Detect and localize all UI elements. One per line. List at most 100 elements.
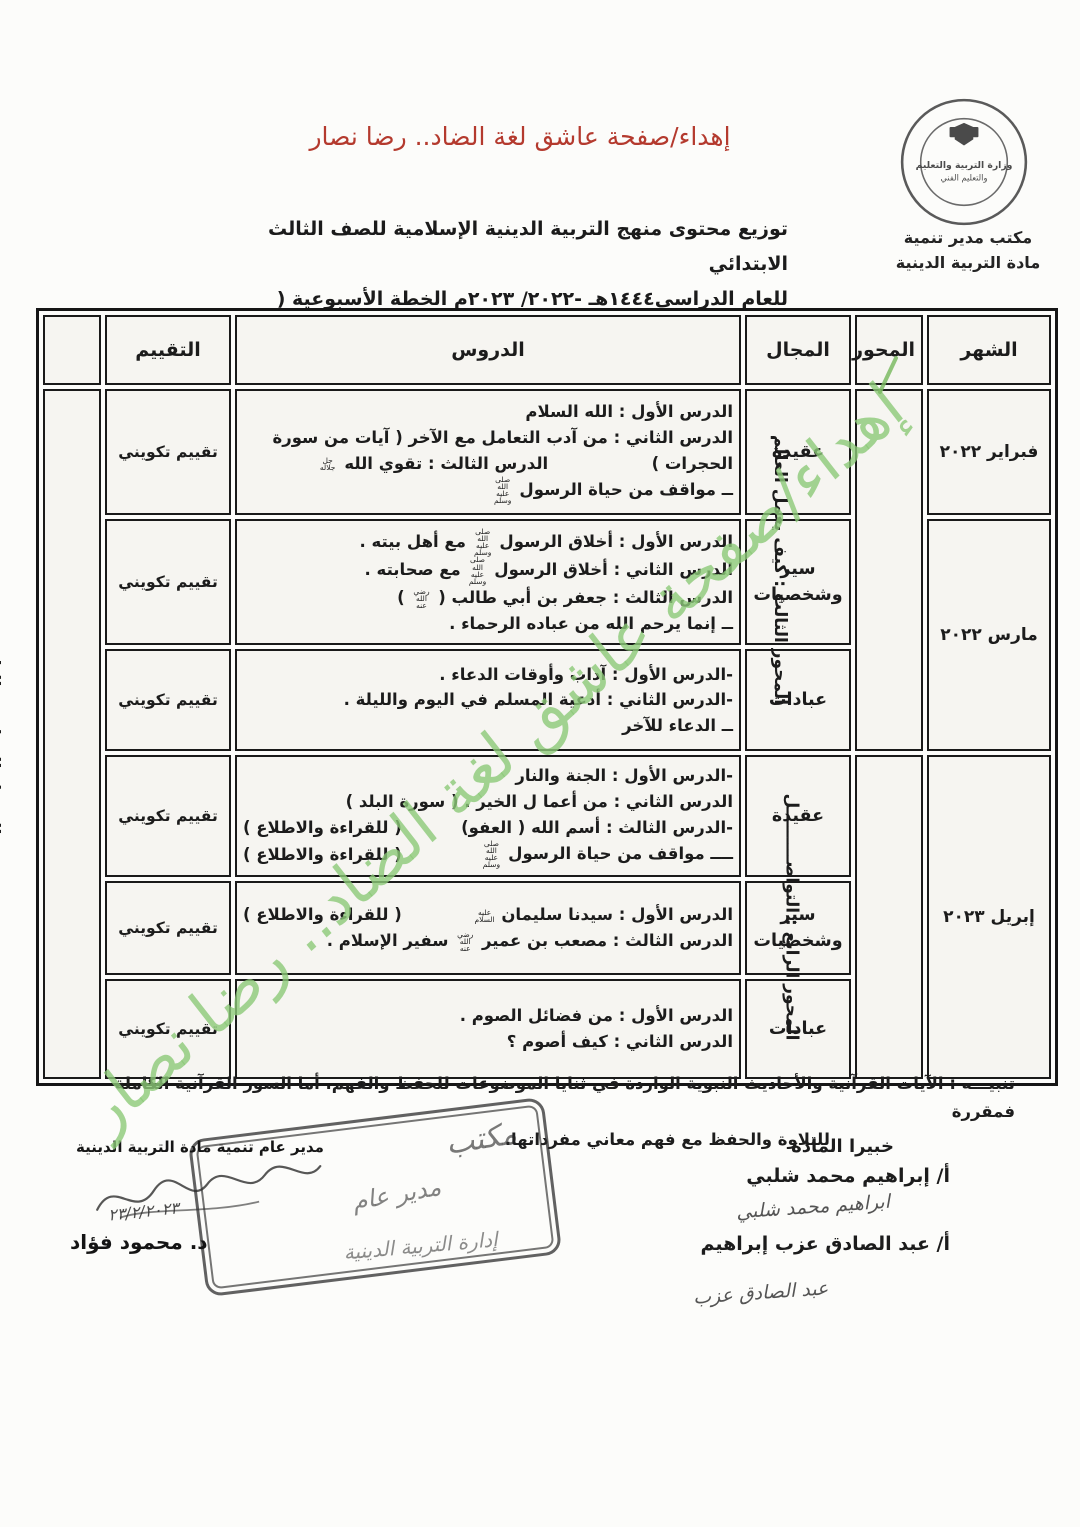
header-domain: المجال [745, 315, 851, 385]
seal-ring-text: MINISTRY OF EDUCATION AND TECHNICAL EDUC… [898, 96, 902, 98]
lesson-side-note: ( للقراءة والاطلاع ) [243, 905, 402, 925]
seal-inner-circle [919, 117, 1009, 207]
lesson-line: الدرس الثاني : أخلاق الرسول صلى الله علي… [243, 556, 733, 585]
domain-cell: سير وشخصيات [745, 881, 851, 975]
lesson-line: -الدرس الثاني : أدعية المسلم في اليوم وا… [243, 687, 733, 713]
axis-cell: المحور الرابع : التواصـــــــــل [782, 755, 923, 1079]
semester-cell: الفصل الدراسي الثاني [0, 389, 101, 1079]
honorific-ra: رضي الله عنه [413, 586, 430, 610]
lessons-cell: -الدرس الأول : آداب وأوقات الدعاء . -الدر… [235, 649, 741, 751]
curriculum-table-wrap: الشهر المحور المجال الدروس التقييم فبراي… [0, 308, 1058, 1086]
experts-block: خبيرا المادة أ/ إبراهيم محمد شلبي أ/ عبد… [700, 1136, 950, 1255]
footnote-block: تنبيـــه : الآيات القرآنية والأحاديث الن… [65, 1070, 1015, 1154]
lessons-cell: -الدرس الأول : الجنة والنار الدرس الثاني … [235, 755, 741, 877]
document-title-line-1: توزيع محتوى منهج التربية الدينية الإسلام… [268, 218, 788, 276]
footnote-line-2: للتلاوة والحفظ مع فهم معاني مفرداتها. [504, 1130, 830, 1150]
lesson-line: الدرس الأول : من فضائل الصوم . [243, 1003, 733, 1029]
header-semester-empty [43, 315, 101, 385]
honorific-jj: جل جلاله [319, 455, 336, 473]
lesson-text: الدرس الأول : سيدنا سليمان عليه السلام [474, 905, 734, 925]
lesson-side-note: ( للقراءة والاطلاع ) [243, 844, 402, 864]
lesson-text: ــ الدعاء للآخر [622, 715, 733, 735]
lesson-line: الحجرات ) الدرس الثالث : تقوي الله جل جل… [243, 451, 733, 477]
document-title-block: توزيع محتوى منهج التربية الدينية الإسلام… [243, 212, 788, 353]
stamp-line-3: إدارة التربية الدينية [342, 1227, 499, 1265]
experts-heading: خبيرا المادة [791, 1136, 894, 1157]
lesson-line: الدرس الثالث : مصعب بن عمير رضي الله عنه… [243, 928, 733, 954]
lesson-text: الدرس الثالث : جعفر بن أبي طالب ( رضي ال… [397, 586, 733, 610]
lesson-line: ــ مواقف من حياة الرسول صلى الله عليه وس… [243, 476, 733, 505]
lesson-text: -الدرس الثالث : أسم الله ( العفو) [461, 817, 733, 837]
honorific-as: عليه السلام [474, 907, 495, 924]
lesson-text: الدرس الثاني : من آدب التعامل مع الآخر (… [272, 427, 733, 447]
green-check-mark [878, 356, 898, 394]
domain-cell: عبادات [745, 979, 851, 1079]
office-line-1: مكتب مدير تنمية [903, 228, 1033, 247]
lessons-cell: الدرس الأول : من فضائل الصوم . الدرس الثا… [235, 979, 741, 1079]
evaluation-cell: تقييم تكويني [105, 649, 231, 751]
lesson-text: الدرس الأول : أخلاق الرسول صلى الله عليه… [359, 526, 733, 558]
ministry-office-block: مكتب مدير تنمية مادة التربية الدينية [868, 226, 1068, 276]
lesson-text: الدرس الثالث : مصعب بن عمير رضي الله عنه… [326, 929, 733, 954]
lessons-cell: الدرس الأول : أخلاق الرسول صلى الله عليه… [235, 519, 741, 645]
lesson-text: الدرس الأول : من فضائل الصوم . [459, 1006, 733, 1026]
month-cell: مارس ٢٠٢٢ [927, 519, 1051, 751]
lesson-text: الحجرات ) الدرس الثالث : تقوي الله جل جل… [317, 454, 733, 473]
ministry-seal: MINISTRY OF EDUCATION AND TECHNICAL EDUC… [898, 96, 1028, 226]
lesson-text: الدرس الأول : الله السلام [525, 402, 733, 422]
semester-label: الفصل الدراسي الثاني [0, 634, 4, 834]
lesson-line: -الدرس الثالث : أسم الله ( العفو) ( للقرا… [243, 815, 733, 841]
lessons-cell: الدرس الأول : سيدنا سليمان عليه السلام ( … [235, 881, 741, 975]
table-row: سير وشخصيات الدرس الأول : سيدنا سليمان عل… [43, 881, 1051, 975]
header-month: الشهر [927, 315, 1051, 385]
stamp-line-1: مكتب [443, 1116, 520, 1162]
expert-name-1: أ/ إبراهيم محمد شلبي [746, 1165, 950, 1187]
table-row: إبريل ٢٠٢٣ المحور الرابع : التواصــــــــ… [43, 755, 1051, 1079]
lesson-line: ــــ مواقف من حياة الرسول صلى الله عليه … [243, 840, 733, 869]
lesson-line: الدرس الأول : أخلاق الرسول صلى الله عليه… [243, 528, 733, 557]
lesson-line: -الدرس الأول : آداب وأوقات الدعاء . [243, 662, 733, 688]
header-evaluation: التقييم [105, 315, 231, 385]
lesson-side-note: ( للقراءة والاطلاع ) [243, 817, 402, 837]
lesson-text: الدرس الثاني : أخلاق الرسول صلى الله علي… [364, 555, 733, 586]
honorific-saw: صلى الله عليه وسلم [468, 555, 487, 586]
expert-signature-2: عبد الصادق عزب [692, 1277, 829, 1309]
approver-name: د. محمود فؤاد [70, 1230, 208, 1254]
lesson-text: -الدرس الثاني : أدعية المسلم في اليوم وا… [343, 690, 733, 710]
table-row: عبادات -الدرس الأول : آداب وأوقات الدعاء … [43, 649, 1051, 751]
honorific-ra: رضي الله عنه [457, 929, 474, 954]
lesson-text: ــ إنما يرحم الله من عباده الرحماء . [449, 613, 733, 633]
axis-label: المحور الرابع : التواصـــــــــل [781, 793, 802, 1041]
month-cell: فبراير ٢٠٢٢ [927, 389, 1051, 515]
lesson-line: الدرس الثاني : من آدب التعامل مع الآخر (… [243, 425, 733, 451]
lesson-line: ــ الدعاء للآخر [243, 713, 733, 739]
honorific-saw: صلى الله عليه وسلم [473, 526, 492, 558]
axis-label: المحور الثالث : كيف يعمل العالم [769, 434, 790, 706]
eagle-emblem [949, 122, 979, 146]
table-row: عبادات الدرس الأول : من فضائل الصوم . الدر… [43, 979, 1051, 1079]
table-row: فبراير ٢٠٢٢ المحور الثالث : كيف يعمل العا… [0, 389, 1051, 1079]
evaluation-cell: تقييم تكويني [105, 881, 231, 975]
evaluation-cell: تقييم تكويني [105, 519, 231, 645]
table-header-row: الشهر المحور المجال الدروس التقييم [43, 315, 1051, 385]
evaluation-cell: تقييم تكويني [105, 979, 231, 1079]
lesson-line: الدرس الثاني : كيف أصوم ؟ [243, 1029, 733, 1055]
domain-cell: عبادات [745, 649, 851, 751]
expert-name-2: أ/ عبد الصادق عزب إبراهيم [700, 1233, 950, 1255]
lesson-line: الدرس الثاني : من أعما ل الخير . ( سورة … [243, 789, 733, 815]
svg-text:MINISTRY OF EDUCATION AND TECH: MINISTRY OF EDUCATION AND TECHNICAL EDUC… [898, 96, 902, 98]
lesson-text: الدرس الثاني : كيف أصوم ؟ [506, 1032, 733, 1051]
lesson-line: الدرس الأول : سيدنا سليمان عليه السلام ( … [243, 902, 733, 928]
domain-cell: عقيدة [745, 389, 851, 515]
lesson-line: -الدرس الأول : الجنة والنار [243, 763, 733, 789]
lesson-line: ــ إنما يرحم الله من عباده الرحماء . [243, 611, 733, 637]
axis-cell: المحور الثالث : كيف يعمل العالم [770, 389, 923, 751]
lesson-text: الدرس الثاني : من أعما ل الخير . ( سورة … [345, 791, 733, 811]
seal-outer-circle [900, 98, 1028, 226]
header-lessons: الدروس [235, 315, 741, 385]
approver-title: مدير عام تنمية مادة التربية الدينية [76, 1138, 324, 1156]
lesson-text: ــــ مواقف من حياة الرسول صلى الله عليه … [480, 840, 733, 869]
curriculum-table-body: فبراير ٢٠٢٢ المحور الثالث : كيف يعمل العا… [0, 389, 1051, 1079]
honorific-saw: صلى الله عليه وسلم [482, 839, 501, 870]
